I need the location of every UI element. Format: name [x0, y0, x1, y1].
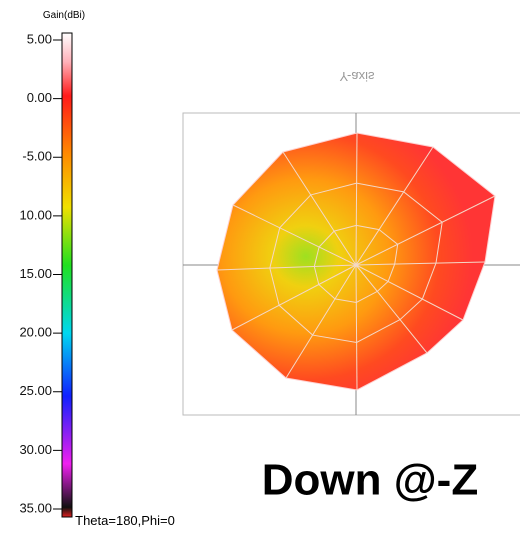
- mesh-spoke: [231, 264, 357, 331]
- mesh-spoke: [355, 264, 358, 391]
- mesh-spoke: [216, 264, 357, 271]
- mesh-spoke: [355, 132, 358, 266]
- colorbar-tick-label: 35.00: [19, 500, 52, 515]
- mesh-spoke: [355, 146, 434, 266]
- axis-label: Y-axis: [340, 69, 375, 84]
- mesh-spoke: [285, 264, 357, 379]
- mesh-spoke: [355, 195, 496, 266]
- radiation-pattern: [216, 132, 496, 391]
- mesh-spoke: [355, 261, 486, 266]
- colorbar-tick-label: 20.00: [19, 325, 52, 340]
- colorbar-tick-label: 25.00: [19, 383, 52, 398]
- mesh-spoke: [355, 264, 428, 354]
- colorbar-tick-label: 30.00: [19, 442, 52, 457]
- colorbar-tick-label: 15.00: [19, 266, 52, 281]
- colorbar-title: Gain(dBi): [43, 10, 85, 21]
- colorbar-tick-label: -5.00: [22, 149, 52, 164]
- colorbar-tick-label: 5.00: [27, 31, 52, 46]
- mesh-spoke: [232, 204, 357, 266]
- mesh-spoke: [282, 151, 357, 266]
- plot-frame: [182, 112, 520, 416]
- view-caption: Theta=180,Phi=0: [75, 513, 175, 528]
- colorbar: [61, 32, 73, 518]
- colorbar-tick-label: 0.00: [27, 90, 52, 105]
- colorbar-tick-label: 10.00: [19, 207, 52, 222]
- mesh-spoke: [355, 264, 464, 321]
- overlay-text: Down @-Z: [262, 456, 478, 505]
